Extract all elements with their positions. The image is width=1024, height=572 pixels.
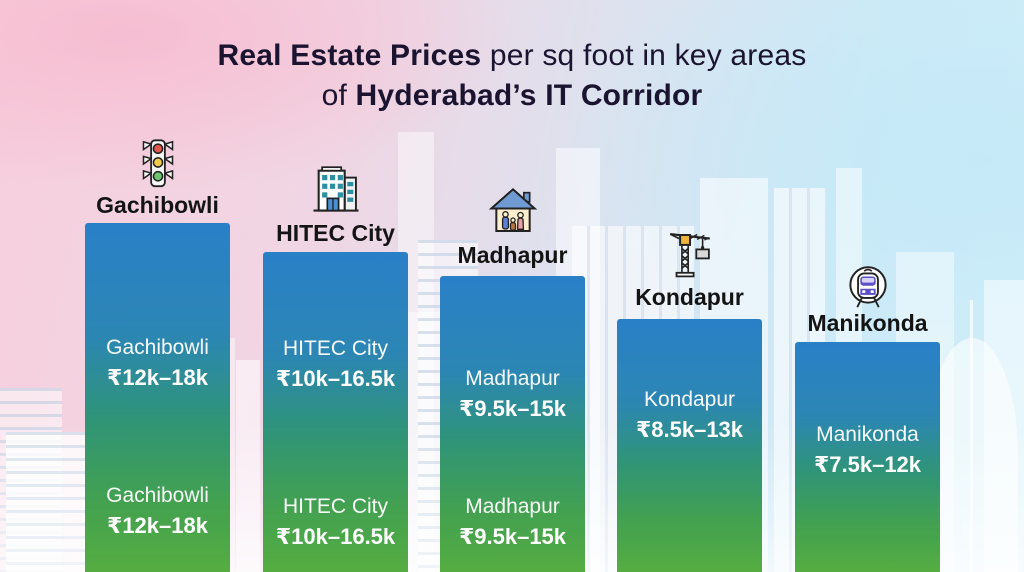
area-label-kondapur: Kondapur xyxy=(635,284,744,310)
bar-group-kondapur: Kondapur Kondapur ₹8.5k–13k xyxy=(617,0,762,572)
page-title: Real Estate Prices per sq foot in key ar… xyxy=(0,36,1024,116)
family-house-icon xyxy=(488,186,538,241)
title-line-1: Real Estate Prices per sq foot in key ar… xyxy=(217,39,807,72)
bar-group-manikonda: Manikonda Manikonda ₹7.5k–12k xyxy=(795,0,940,572)
price-bar-gachibowli: Gachibowli ₹12k–18k Gachibowli ₹12k–18k xyxy=(85,223,230,572)
title-line-2: of Hyderabad’s IT Corridor xyxy=(321,79,703,112)
bar-value-label: Gachibowli ₹12k–18k xyxy=(106,336,209,390)
traffic-light-icon xyxy=(135,138,181,195)
area-label-gachibowli: Gachibowli xyxy=(96,192,219,218)
bar-value-label: HITEC City ₹10k–16.5k xyxy=(275,337,396,391)
bar-value-label: Manikonda ₹7.5k–12k xyxy=(813,423,922,477)
bar-value-label-repeat: Madhapur ₹9.5k–15k xyxy=(458,495,567,549)
price-bar-kondapur: Kondapur ₹8.5k–13k xyxy=(617,319,762,572)
bar-value-label: Madhapur ₹9.5k–15k xyxy=(458,367,567,421)
area-label-manikonda: Manikonda xyxy=(807,310,928,336)
bar-value-label: Kondapur ₹8.5k–13k xyxy=(635,388,744,442)
bar-group-madhapur: Madhapur Madhapur ₹9.5k–15k Madhapur ₹9.… xyxy=(440,0,585,572)
price-bar-hitec-city: HITEC City ₹10k–16.5k HITEC City ₹10k–16… xyxy=(263,252,408,572)
price-bar-madhapur: Madhapur ₹9.5k–15k Madhapur ₹9.5k–15k xyxy=(440,276,585,572)
metro-train-icon xyxy=(845,264,891,317)
area-label-hitec-city: HITEC City xyxy=(276,220,395,246)
construction-crane-icon xyxy=(663,226,717,285)
bar-group-hitec-city: HITEC City HITEC City ₹10k–16.5k HITEC C… xyxy=(263,0,408,572)
bar-value-label-repeat: Gachibowli ₹12k–18k xyxy=(106,484,209,538)
area-label-madhapur: Madhapur xyxy=(457,242,568,268)
price-bar-manikonda: Manikonda ₹7.5k–12k xyxy=(795,342,940,572)
office-building-icon xyxy=(310,162,362,219)
bar-value-label-repeat: HITEC City ₹10k–16.5k xyxy=(275,495,396,549)
bar-group-gachibowli: Gachibowli Gachibowli ₹12k–18k Gachibowl… xyxy=(85,0,230,572)
